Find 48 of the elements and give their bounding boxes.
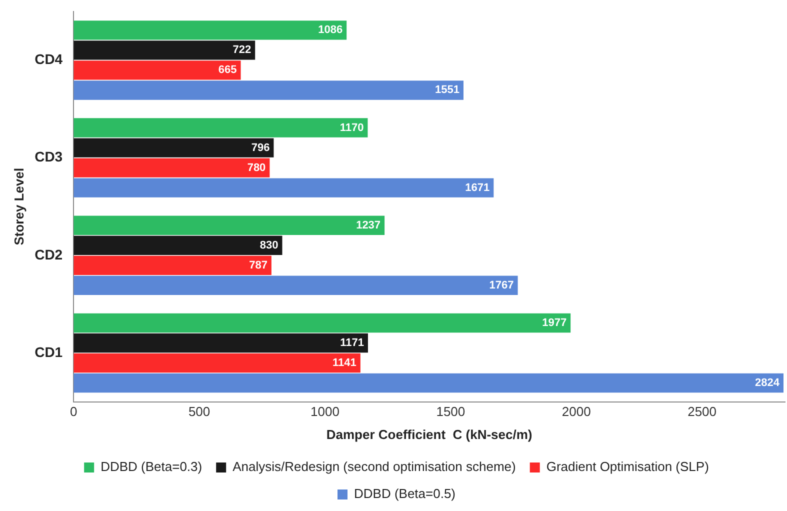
x-tick-label: 500 — [188, 404, 210, 420]
data-label: 787 — [249, 259, 268, 272]
bar — [74, 256, 272, 276]
legend-label: DDBD (Beta=0.3) — [100, 459, 202, 474]
bar — [74, 178, 494, 198]
bar — [74, 118, 368, 138]
data-label: 1170 — [340, 122, 364, 134]
y-tick-label: CD3 — [34, 148, 63, 165]
bar — [74, 138, 274, 158]
bar — [74, 80, 464, 100]
bar — [74, 353, 360, 373]
bar — [74, 333, 368, 353]
bar — [74, 313, 571, 333]
y-tick-label: CD1 — [34, 344, 63, 360]
y-tick-label: CD2 — [34, 246, 63, 262]
legend-label: Analysis/Redesign (second optimisation scheme) — [232, 459, 516, 474]
bar — [74, 158, 270, 178]
bar — [74, 216, 385, 235]
data-label: 780 — [247, 162, 266, 174]
data-label: 1171 — [340, 337, 364, 350]
data-label: 1141 — [332, 357, 356, 370]
bar — [74, 373, 784, 393]
x-tick-label: 2000 — [562, 404, 591, 420]
data-label: 665 — [218, 64, 237, 76]
data-label: 1237 — [356, 219, 381, 232]
data-label: 1086 — [318, 24, 343, 36]
bar — [74, 276, 518, 296]
legend-label: DDBD (Beta=0.5) — [354, 486, 456, 502]
x-tick-label: 2500 — [688, 404, 717, 420]
x-tick-label: 1500 — [436, 404, 466, 420]
y-tick-label: CD4 — [34, 51, 63, 68]
y-axis-title: Storey Level — [11, 168, 26, 246]
legend-label: Gradient Optimisation (SLP) — [546, 459, 709, 474]
x-tick-label: 0 — [70, 404, 78, 420]
data-label: 830 — [260, 239, 278, 252]
data-label: 1977 — [542, 317, 567, 330]
bar — [74, 236, 282, 255]
x-tick-label: 1000 — [310, 404, 340, 420]
data-label: 1671 — [465, 182, 490, 194]
x-axis-title: Damper Coefficient C (kN-sec/m) — [326, 426, 532, 442]
bar — [74, 40, 256, 60]
data-label: 796 — [251, 142, 270, 154]
bar — [74, 60, 241, 80]
data-label: 722 — [232, 44, 252, 56]
data-label: 1551 — [435, 84, 460, 96]
data-label: 2824 — [755, 377, 780, 390]
data-label: 1767 — [489, 279, 514, 292]
bar — [74, 20, 347, 40]
